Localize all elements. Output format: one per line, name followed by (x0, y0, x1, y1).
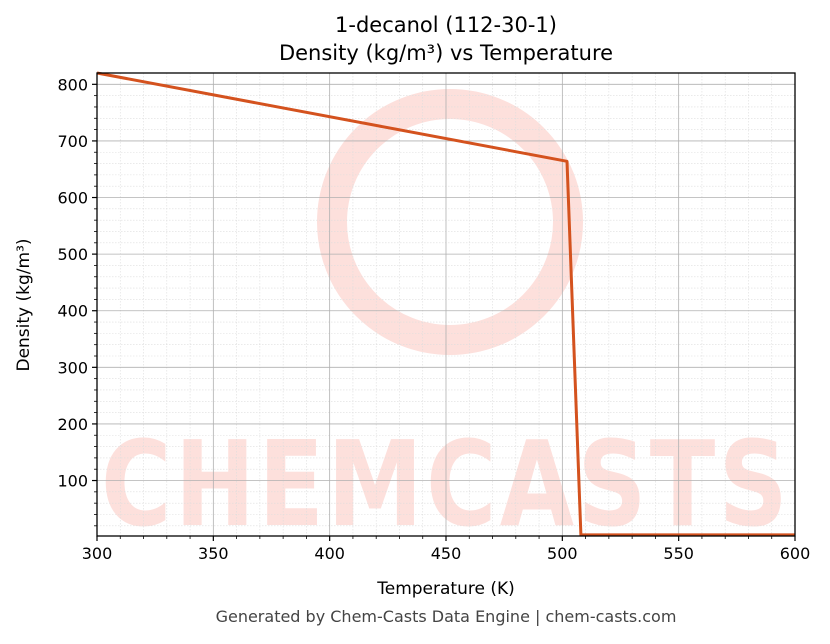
y-tick-label: 300 (57, 358, 88, 377)
footer-credit: Generated by Chem-Casts Data Engine | ch… (215, 607, 677, 626)
chart-title-compound: 1-decanol (112-30-1) (335, 13, 557, 37)
density-line (96, 71, 795, 537)
y-tick-label: 500 (57, 245, 88, 264)
x-tick-label: 400 (314, 544, 345, 563)
x-tick-label: 550 (663, 544, 694, 563)
chemcasts-watermark: CHEMCASTS (101, 89, 791, 553)
y-tick-label: 700 (57, 132, 88, 151)
y-axis-label: Density (kg/m³) (14, 238, 34, 371)
y-tick-label: 800 (57, 75, 88, 94)
x-tick-label: 600 (780, 544, 811, 563)
x-tick-label: 300 (82, 544, 113, 563)
x-tick-label: 350 (198, 544, 229, 563)
density-series (96, 71, 795, 537)
major-grid (97, 73, 795, 536)
x-tick-label: 500 (547, 544, 578, 563)
y-tick-label: 600 (57, 189, 88, 208)
y-tick-label: 200 (57, 415, 88, 434)
watermark-text: CHEMCASTS (101, 415, 791, 553)
axis-ticks: 300 350 400 450 500 550 600 100 200 300 400 500 600 7… (57, 75, 810, 563)
chart-title-property: Density (kg/m³) vs Temperature (278, 41, 614, 65)
x-axis-label: Temperature (K) (376, 579, 515, 599)
y-tick-label: 100 (57, 472, 88, 491)
y-tick-label: 400 (57, 302, 88, 321)
x-tick-label: 450 (431, 544, 462, 563)
